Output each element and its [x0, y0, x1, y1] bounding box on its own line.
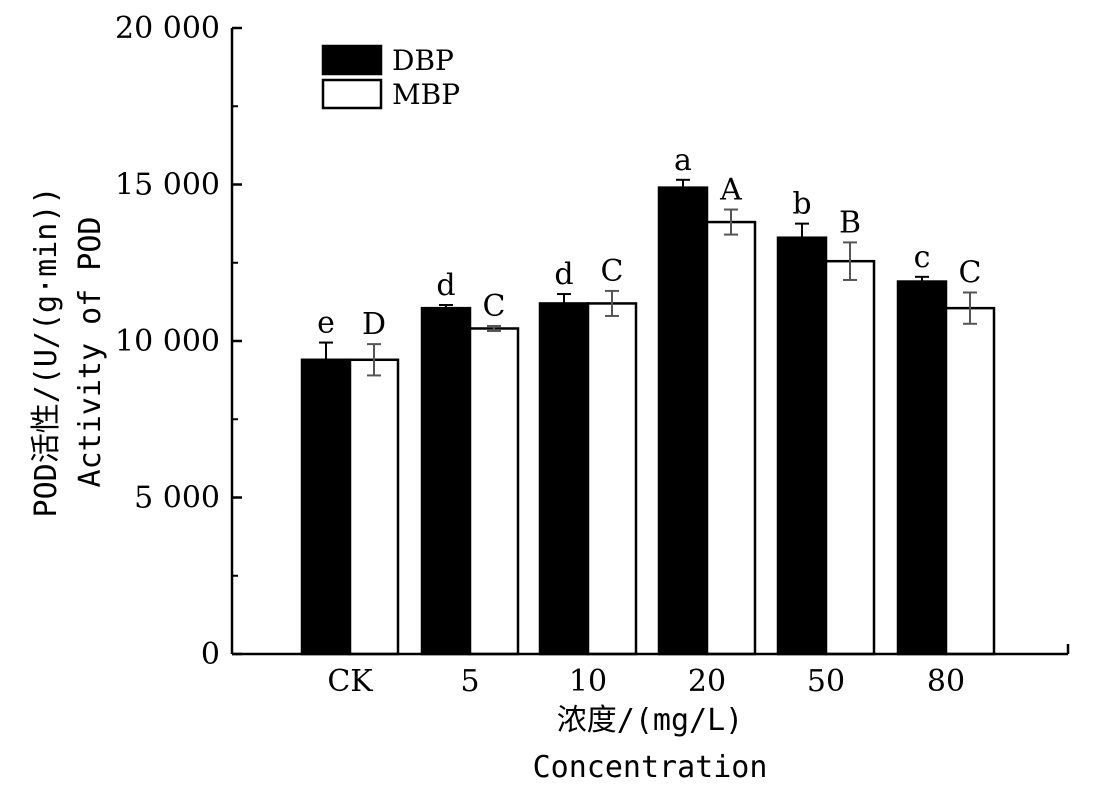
y-tick-label: 5 000 — [134, 481, 220, 516]
x-axis-title-en: Concentration — [533, 750, 768, 785]
significance-letter: d — [554, 257, 573, 292]
y-axis-title-cn: POD活性/(U/(g·min)) — [29, 187, 64, 518]
significance-letter: C — [959, 255, 982, 290]
legend-label-dbp: DBP — [392, 44, 454, 77]
bar-mbp-ck — [348, 358, 400, 656]
bar-dbp-ck — [300, 358, 352, 656]
bars-layer — [300, 186, 996, 656]
significance-letter: D — [362, 307, 386, 342]
x-axis-title-cn: 浓度/(mg/L) — [557, 703, 743, 738]
y-tick-label: 20 000 — [115, 11, 220, 46]
bar-mbp-20 — [705, 220, 757, 656]
bar-dbp-5 — [420, 306, 472, 656]
legend: DBP MBP — [321, 44, 460, 111]
significance-letter: A — [719, 173, 742, 208]
x-tick-label: 50 — [807, 664, 845, 699]
bar-mbp-10 — [586, 302, 638, 656]
x-tick-label: 20 — [688, 664, 726, 699]
x-tick-labels-layer: CK 5 10 20 50 80 — [327, 664, 965, 699]
significance-letter: d — [436, 268, 455, 303]
error-bars-layer — [319, 178, 977, 378]
y-tick-label: 10 000 — [115, 324, 220, 359]
y-tick-label: 0 — [201, 637, 220, 672]
bar-dbp-10 — [538, 302, 590, 656]
x-tick-label: 80 — [927, 664, 965, 699]
significance-letter: a — [674, 143, 692, 178]
bar-dbp-80 — [896, 280, 948, 656]
x-tick-label: 5 — [460, 664, 479, 699]
bar-mbp-5 — [468, 327, 520, 656]
significance-letter: C — [601, 254, 624, 289]
bar-dbp-50 — [776, 236, 828, 656]
legend-swatch-dbp — [321, 44, 383, 76]
legend-swatch-mbp — [321, 78, 383, 110]
significance-letters-layer: e d d a b c D C C A B C — [317, 143, 981, 342]
significance-letter: c — [914, 240, 931, 275]
bar-dbp-20 — [657, 186, 709, 656]
y-tick-label: 15 000 — [115, 168, 220, 203]
x-tick-label: CK — [327, 664, 373, 699]
significance-letter: C — [483, 289, 506, 324]
x-tick-label: 10 — [569, 664, 607, 699]
significance-letter: e — [317, 306, 335, 341]
legend-label-mbp: MBP — [392, 78, 460, 111]
y-ticks-layer: 0 5 000 10 000 15 000 20 000 — [115, 11, 242, 672]
bar-mbp-50 — [824, 259, 876, 656]
significance-letter: b — [792, 187, 811, 222]
y-axis-title-en: Activity of POD — [73, 217, 108, 488]
significance-letter: B — [839, 205, 861, 240]
bar-mbp-80 — [944, 306, 996, 656]
